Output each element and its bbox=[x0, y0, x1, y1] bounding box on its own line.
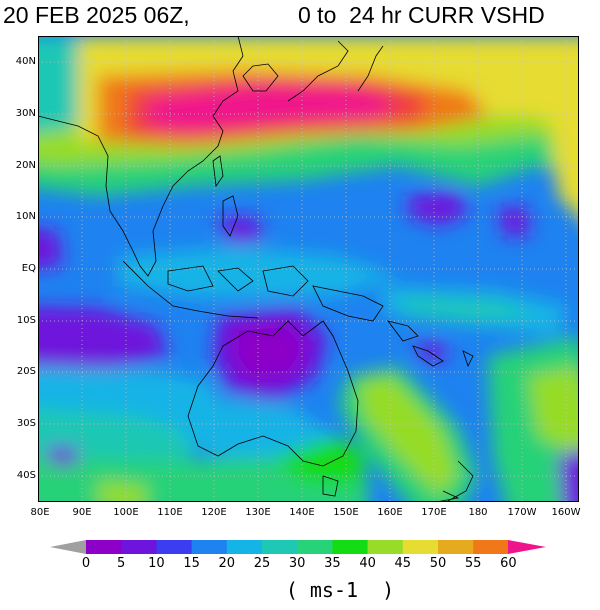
map-title: 20 FEB 2025 06Z, 0 to 24 hr CURR VSHD bbox=[0, 2, 600, 32]
lon-label: 90E bbox=[72, 507, 92, 518]
color-bar-tick-label: 5 bbox=[117, 556, 126, 571]
lon-label: 160W bbox=[551, 507, 581, 518]
color-bar-tick-label: 40 bbox=[359, 556, 376, 571]
lon-label: 120E bbox=[201, 507, 227, 518]
color-bar-cell bbox=[262, 540, 298, 554]
color-bar-tick-label: 10 bbox=[148, 556, 165, 571]
color-bar-cell bbox=[367, 540, 404, 554]
color-bar-tick-label: 55 bbox=[464, 556, 482, 571]
map-frame bbox=[38, 36, 579, 502]
lon-label: 170E bbox=[421, 507, 447, 518]
color-bar-tick-label: 45 bbox=[394, 556, 412, 571]
color-bar-under-arrow bbox=[50, 540, 86, 554]
lat-label: 10S bbox=[16, 315, 36, 326]
lon-label: 140E bbox=[289, 507, 315, 518]
lon-label: 100E bbox=[113, 507, 139, 518]
color-bar-tick-label: 35 bbox=[324, 556, 341, 571]
color-bar-tick-label: 50 bbox=[429, 556, 447, 571]
color-bar-tick-label: 25 bbox=[253, 556, 271, 571]
lon-label: 180 bbox=[468, 507, 488, 518]
color-bar-tick-label: 20 bbox=[218, 556, 236, 571]
shear-map bbox=[38, 36, 579, 502]
color-bar-tick-label: 15 bbox=[183, 556, 200, 571]
color-bar-tick-label: 60 bbox=[500, 556, 517, 571]
lat-label: 30N bbox=[15, 108, 36, 119]
lat-label: EQ bbox=[21, 263, 36, 274]
coastlines bbox=[38, 36, 474, 502]
color-bar-cell bbox=[402, 540, 439, 554]
color-bar-cell bbox=[438, 540, 474, 554]
color-bar-cell bbox=[156, 540, 193, 554]
lon-label: 110E bbox=[157, 507, 183, 518]
lon-label: 80E bbox=[30, 507, 50, 518]
title-range: 0 to 24 hr CURR VSHD bbox=[298, 2, 545, 28]
grid-lines bbox=[38, 36, 579, 502]
color-bar-cell bbox=[332, 540, 369, 554]
color-bar-cell bbox=[191, 540, 228, 554]
lon-label: 160E bbox=[377, 507, 403, 518]
lat-label: 40N bbox=[15, 56, 36, 67]
color-bar-cell bbox=[473, 540, 509, 554]
lat-label: 20N bbox=[15, 160, 36, 171]
color-bar bbox=[50, 540, 546, 554]
lon-label: 130E bbox=[245, 507, 271, 518]
color-bar-over-arrow bbox=[508, 540, 546, 554]
lon-label: 170W bbox=[507, 507, 537, 518]
lat-label: 10N bbox=[15, 211, 36, 222]
lon-label: 150E bbox=[333, 507, 359, 518]
color-bar-cell bbox=[226, 540, 263, 554]
lat-label: 30S bbox=[16, 418, 36, 429]
color-bar-tick-label: 0 bbox=[81, 556, 91, 571]
color-bar-cell bbox=[297, 540, 333, 554]
color-bar-cell bbox=[121, 540, 157, 554]
lat-label: 20S bbox=[16, 366, 36, 377]
lat-label: 40S bbox=[16, 470, 36, 481]
color-bar-cell bbox=[86, 540, 122, 554]
units-label: ( ms-1 ) bbox=[285, 578, 395, 602]
color-bar-cells bbox=[86, 540, 509, 554]
title-date: 20 FEB 2025 06Z, bbox=[3, 2, 190, 28]
color-bar-tick-label: 30 bbox=[288, 556, 306, 571]
